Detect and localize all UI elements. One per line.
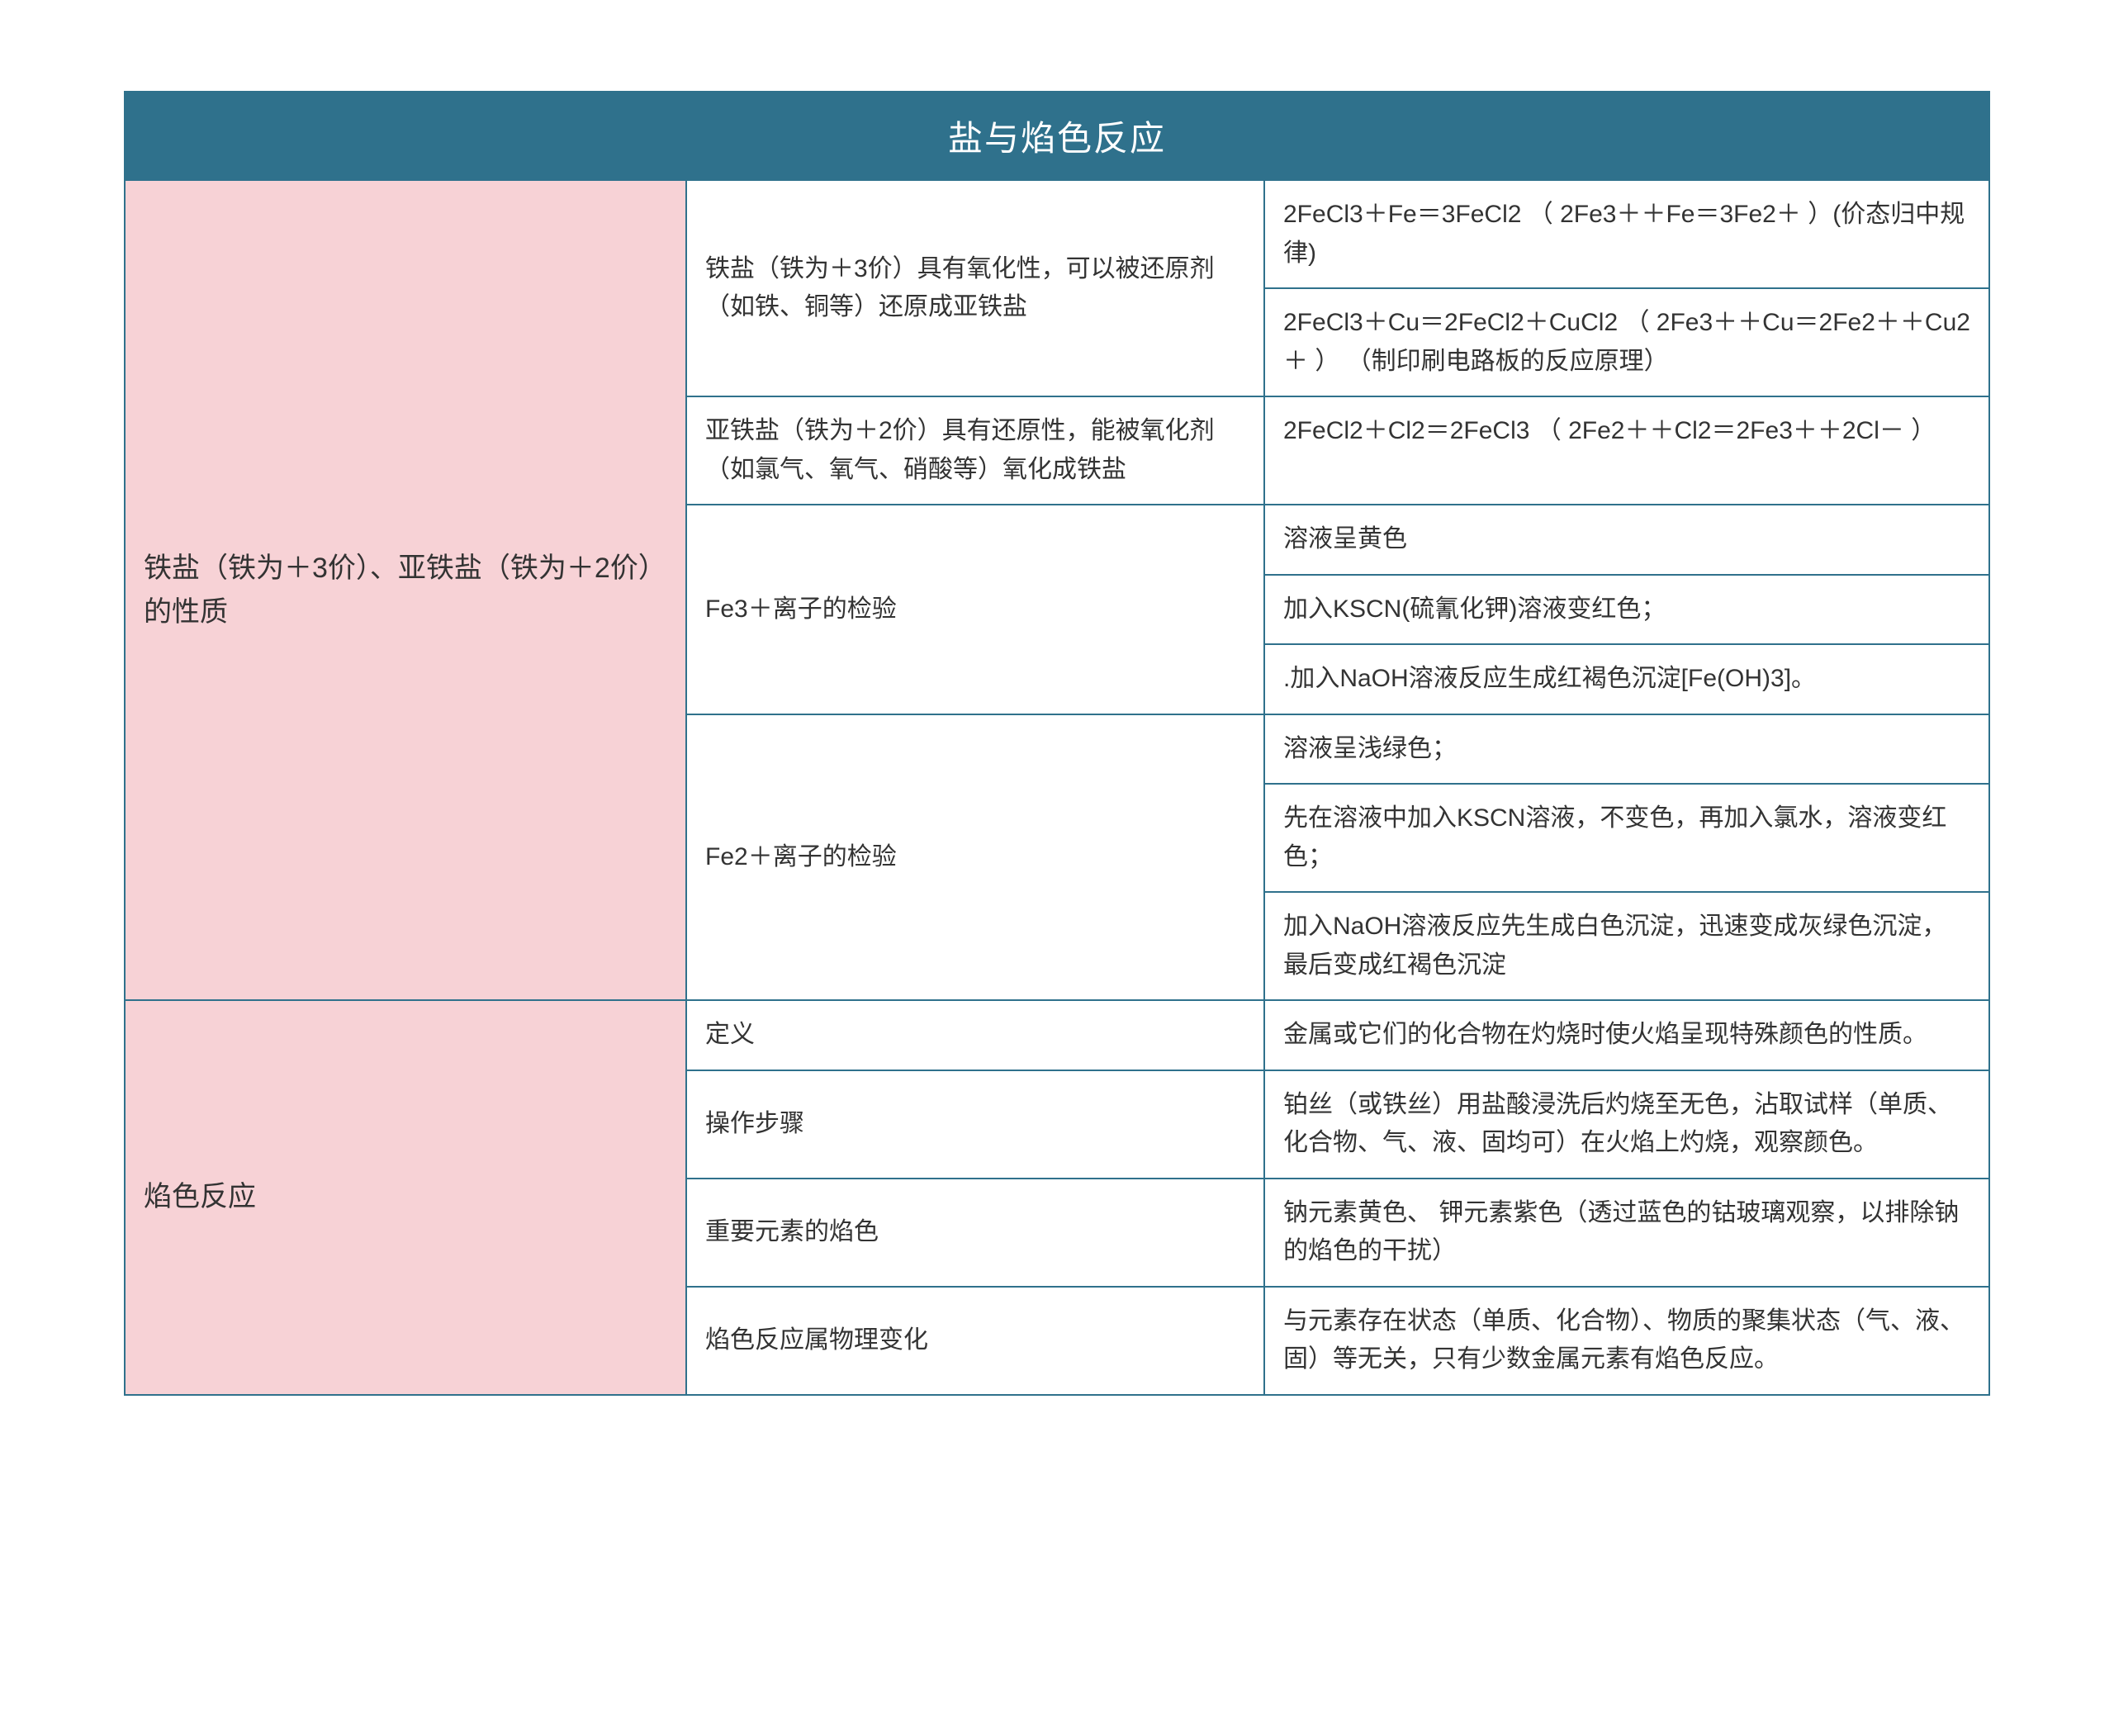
table-row: Fe3＋离子的检验 溶液呈黄色 加入KSCN(硫氰化钾)溶液变红色； .加入Na… bbox=[687, 504, 1988, 714]
row-detail: 溶液呈浅绿色； bbox=[1265, 715, 1988, 784]
row-detail: .加入NaOH溶液反应生成红褐色沉淀[Fe(OH)3]。 bbox=[1265, 643, 1988, 714]
row-detail: 2FeCl2＋Cl2＝2FeCl3 （ 2Fe2＋＋Cl2＝2Fe3＋＋2Cl－… bbox=[1265, 397, 1988, 466]
section-body: 铁盐（铁为＋3价）具有氧化性，可以被还原剂（如铁、铜等）还原成亚铁盐 2FeCl… bbox=[687, 181, 1988, 999]
table: 盐与焰色反应 铁盐（铁为＋3价）、亚铁盐（铁为＋2价）的性质 铁盐（铁为＋3价）… bbox=[124, 91, 1990, 1396]
section-label: 铁盐（铁为＋3价）、亚铁盐（铁为＋2价）的性质 bbox=[126, 181, 687, 999]
table-row: 亚铁盐（铁为＋2价）具有还原性，能被氧化剂（如氯气、氧气、硝酸等）氧化成铁盐 2… bbox=[687, 396, 1988, 504]
table-title: 盐与焰色反应 bbox=[126, 92, 1988, 179]
row-detail: 钠元素黄色、 钾元素紫色（透过蓝色的钴玻璃观察，以排除钠的焰色的干扰） bbox=[1265, 1179, 1988, 1286]
table-section: 焰色反应 定义 金属或它们的化合物在灼烧时使火焰呈现特殊颜色的性质。 操作步骤 … bbox=[126, 999, 1988, 1394]
row-label: 铁盐（铁为＋3价）具有氧化性，可以被还原剂（如铁、铜等）还原成亚铁盐 bbox=[687, 181, 1265, 396]
row-detail: 先在溶液中加入KSCN溶液，不变色，再加入氯水，溶液变红色； bbox=[1265, 783, 1988, 891]
section-body: 定义 金属或它们的化合物在灼烧时使火焰呈现特殊颜色的性质。 操作步骤 铂丝（或铁… bbox=[687, 1001, 1988, 1394]
row-detail: 铂丝（或铁丝）用盐酸浸洗后灼烧至无色，沾取试样（单质、化合物、气、液、固均可）在… bbox=[1265, 1071, 1988, 1178]
row-label: Fe3＋离子的检验 bbox=[687, 505, 1265, 714]
row-label: 定义 bbox=[687, 1001, 1265, 1070]
row-label: 操作步骤 bbox=[687, 1071, 1265, 1178]
row-label: 焰色反应属物理变化 bbox=[687, 1288, 1265, 1394]
table-row: Fe2＋离子的检验 溶液呈浅绿色； 先在溶液中加入KSCN溶液，不变色，再加入氯… bbox=[687, 714, 1988, 1000]
row-label: 亚铁盐（铁为＋2价）具有还原性，能被氧化剂（如氯气、氧气、硝酸等）氧化成铁盐 bbox=[687, 397, 1265, 504]
section-label: 焰色反应 bbox=[126, 1001, 687, 1394]
table-row: 铁盐（铁为＋3价）具有氧化性，可以被还原剂（如铁、铜等）还原成亚铁盐 2FeCl… bbox=[687, 181, 1988, 396]
row-detail: 溶液呈黄色 bbox=[1265, 505, 1988, 574]
table-row: 操作步骤 铂丝（或铁丝）用盐酸浸洗后灼烧至无色，沾取试样（单质、化合物、气、液、… bbox=[687, 1070, 1988, 1178]
row-label: Fe2＋离子的检验 bbox=[687, 715, 1265, 1000]
row-detail: 金属或它们的化合物在灼烧时使火焰呈现特殊颜色的性质。 bbox=[1265, 1001, 1988, 1070]
row-detail: 加入KSCN(硫氰化钾)溶液变红色； bbox=[1265, 574, 1988, 644]
table-row: 定义 金属或它们的化合物在灼烧时使火焰呈现特殊颜色的性质。 bbox=[687, 1001, 1988, 1070]
row-detail: 2FeCl3＋Cu＝2FeCl2＋CuCl2 （ 2Fe3＋＋Cu＝2Fe2＋＋… bbox=[1265, 287, 1988, 396]
table-section: 铁盐（铁为＋3价）、亚铁盐（铁为＋2价）的性质 铁盐（铁为＋3价）具有氧化性，可… bbox=[126, 179, 1988, 999]
row-detail: 与元素存在状态（单质、化合物）、物质的聚集状态（气、液、固）等无关，只有少数金属… bbox=[1265, 1288, 1988, 1394]
page: 树图 shutu.cn 树图 shutu.cn 树图 shutu.cn 树图 s… bbox=[0, 0, 2114, 1736]
table-row: 重要元素的焰色 钠元素黄色、 钾元素紫色（透过蓝色的钴玻璃观察，以排除钠的焰色的… bbox=[687, 1178, 1988, 1286]
table-row: 焰色反应属物理变化 与元素存在状态（单质、化合物）、物质的聚集状态（气、液、固）… bbox=[687, 1286, 1988, 1394]
row-detail: 2FeCl3＋Fe＝3FeCl2 （ 2Fe3＋＋Fe＝3Fe2＋ ）(价态归中… bbox=[1265, 181, 1988, 287]
row-label: 重要元素的焰色 bbox=[687, 1179, 1265, 1286]
row-detail: 加入NaOH溶液反应先生成白色沉淀，迅速变成灰绿色沉淀，最后变成红褐色沉淀 bbox=[1265, 891, 1988, 999]
